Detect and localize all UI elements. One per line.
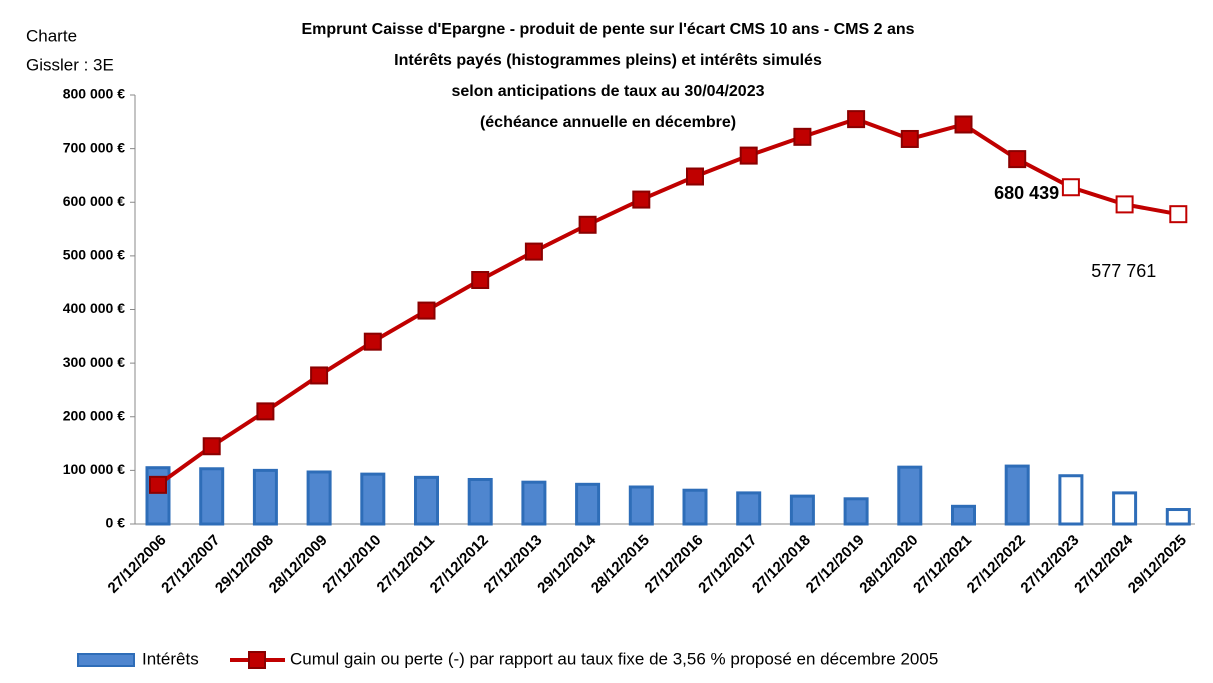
annotation: Gissler : 3E [26,55,114,74]
x-tick-label: 29/12/2025 [1125,532,1190,597]
chart-title: (échéance annuelle en décembre) [480,114,736,131]
marker [954,115,973,134]
y-tick-label: 0 € [106,515,126,531]
bar [736,491,762,526]
marker [1008,150,1027,169]
marker [847,110,866,129]
y-tick-label: 800 000 € [63,86,125,102]
annotation: Charte [26,26,77,45]
marker [310,366,329,385]
bar [306,470,332,526]
marker [202,437,221,456]
bar [682,488,708,526]
marker [256,402,275,421]
y-tick-label: 700 000 € [63,139,125,155]
marker [686,167,704,186]
legend-label: Intérêts [142,649,199,668]
marker [1061,178,1080,197]
marker [471,271,490,290]
bar [360,472,386,526]
legend-swatch [77,653,135,667]
bar [789,494,815,526]
y-tick-label: 600 000 € [63,193,125,209]
marker [149,475,167,494]
bar [414,475,439,526]
marker [1115,195,1134,214]
bar [897,465,923,526]
y-tick-label: 400 000 € [63,300,125,316]
bar [1058,474,1084,526]
marker [363,332,382,351]
bar [843,497,869,526]
marker [632,190,651,209]
bar [951,504,976,526]
marker [739,146,758,165]
legend-swatch [248,651,266,669]
line [156,117,1179,487]
bar [1004,464,1030,526]
y-tick-label: 300 000 € [63,354,125,370]
y-tick-label: 500 000 € [63,247,125,263]
marker [1169,205,1188,224]
chart-title: Emprunt Caisse d'Epargne - produit de pe… [301,21,914,38]
bar [1112,491,1138,526]
marker [524,242,543,261]
data-label: 680 439 [994,183,1059,203]
marker [900,129,919,148]
data-label: 577 761 [1091,261,1156,281]
marker [578,215,597,234]
marker [793,127,812,146]
bar [252,468,278,526]
chart-title: Intérêts payés (histogrammes pleins) et … [394,52,822,69]
bar [467,477,493,526]
bar [628,485,654,526]
bar [521,480,547,526]
x-tick-label: 27/12/2010 [319,532,384,597]
chart-title: selon anticipations de taux au 30/04/202… [451,83,764,100]
bar [1165,508,1191,526]
legend-label: Cumul gain ou perte (-) par rapport au t… [290,649,938,668]
bar [199,467,225,526]
y-tick-label: 200 000 € [63,407,125,423]
y-tick-label: 100 000 € [63,461,125,477]
marker [417,301,436,320]
bar [575,482,601,526]
